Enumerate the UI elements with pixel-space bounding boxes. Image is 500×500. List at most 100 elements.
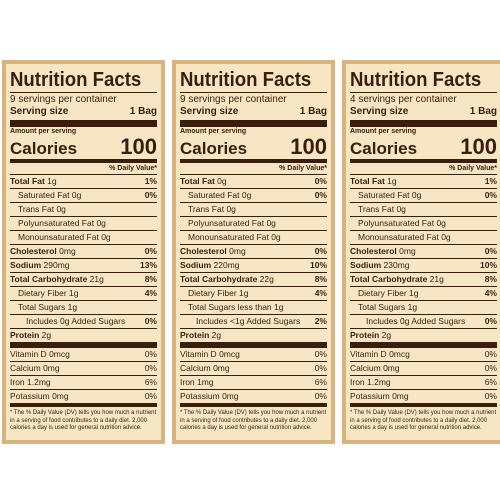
nutrient-row: Trans Fat 0g: [10, 203, 157, 217]
nutrient: Includes 0g Added Sugars: [10, 315, 125, 328]
nutrient-name: Total Sugars: [358, 302, 406, 312]
nutrient-name: Iron: [10, 377, 25, 387]
servings: 4 servings per container: [350, 92, 497, 106]
nutrient: Potassium 0mg: [350, 390, 409, 403]
daily-value: 0%: [484, 190, 497, 200]
calories-label: Calories: [350, 139, 418, 158]
label-title: Nutrition Facts: [350, 69, 482, 91]
nutrient: Total Fat 1g: [10, 175, 57, 188]
nutrient-amount: 1mg: [197, 377, 214, 387]
footnote: * The % Daily Value (DV) tells you how m…: [180, 410, 327, 431]
nutrient: Cholesterol 0mg: [180, 245, 246, 258]
nutrient-amount: 290mg: [43, 260, 70, 270]
nutrient: Saturated Fat 0g: [10, 189, 81, 202]
nutrient-row: Calcium 0mg 0%: [350, 362, 497, 376]
dv-header: % Daily Value*: [10, 163, 157, 175]
nutrient-name: Cholesterol: [180, 246, 227, 256]
nutrient: Sodium 290mg: [10, 259, 70, 272]
nutrient-row: Sodium 290mg 13%: [10, 259, 157, 273]
daily-value: 0%: [144, 316, 157, 326]
daily-value: 4%: [484, 288, 497, 298]
label-title: Nutrition Facts: [180, 69, 312, 91]
daily-value: 8%: [484, 274, 497, 284]
nutrient-amount: 0g: [101, 232, 111, 242]
nutrient-name: Vitamin D: [350, 349, 387, 359]
nutrient: Saturated Fat 0g: [350, 189, 421, 202]
daily-value: 0%: [314, 363, 327, 373]
nutrient: Protein 2g: [180, 329, 221, 342]
serving-size: Serving size 1 Bag: [350, 106, 497, 127]
nutrient: Iron 1.2mg: [10, 376, 51, 389]
dv-header: % Daily Value*: [350, 163, 497, 175]
nutrient-row: Dietary Fiber 1g 4%: [180, 287, 327, 301]
nutrient-amount: 0mg: [59, 246, 76, 256]
nutrient-row: Polyunsaturated Fat 0g: [180, 217, 327, 231]
nutrient-amount: 0g: [396, 204, 406, 214]
nutrient-row: Protein 2g: [180, 329, 327, 348]
nutrient-name: Protein: [10, 330, 40, 340]
daily-value: 4%: [144, 288, 157, 298]
nutrient-row: Total Carbohydrate 21g 8%: [10, 273, 157, 287]
nutrient-amount: 0g: [96, 218, 106, 228]
daily-value: 0%: [484, 391, 497, 401]
calories-value: 100: [120, 134, 157, 159]
nutrient-name: Total Carbohydrate: [350, 274, 428, 284]
nutrient-row: Total Sugars 1g: [10, 301, 157, 315]
nutrient-name: Sodium: [180, 260, 212, 270]
serving-size-value: 1 Bag: [129, 106, 157, 117]
nutrient: Trans Fat 0g: [180, 203, 236, 216]
nutrient-row: Trans Fat 0g: [350, 203, 497, 217]
daily-value: 0%: [314, 176, 327, 186]
nutrient-amount: 1g: [69, 288, 79, 298]
nutrient-row: Vitamin D 0mcg 0%: [10, 348, 157, 362]
amount-per-serving: Amount per serving: [180, 128, 247, 135]
nutrient-row: Dietary Fiber 1g 4%: [10, 287, 157, 301]
serving-size-label: Serving size: [350, 106, 409, 117]
nutrient-amount: 0mcg: [49, 349, 70, 359]
nutrient: Protein 2g: [350, 329, 391, 342]
serving-size-value: 1 Bag: [299, 106, 327, 117]
nutrient: Includes 0g Added Sugars: [350, 315, 465, 328]
nutrient-amount: 0g: [436, 218, 446, 228]
nutrient-row: Polyunsaturated Fat 0g: [350, 217, 497, 231]
nutrient-row: Total Carbohydrate 21g 8%: [350, 273, 497, 287]
nutrient-row: Potassium 0mg 0%: [10, 390, 157, 407]
serving-size: Serving size 1 Bag: [180, 106, 327, 127]
nutrient-row: Total Carbohydrate 22g 8%: [180, 273, 327, 287]
nutrient: Potassium 0mg: [10, 390, 69, 403]
nutrition-label: Nutrition Facts 9 servings per container S…: [172, 60, 335, 444]
nutrient-amount: 0mg: [399, 246, 416, 256]
nutrient-amount: 2g: [41, 330, 52, 340]
calories-label: Calories: [10, 139, 78, 158]
nutrient-name: Polyunsaturated Fat: [18, 218, 95, 228]
nutrient-amount: 1.2mg: [27, 377, 51, 387]
nutrient-row: Cholesterol 0mg 0%: [350, 245, 497, 259]
daily-value: 0%: [144, 190, 157, 200]
footnote: * The % Daily Value (DV) tells you how m…: [350, 410, 497, 431]
nutrient-name: Total Fat: [350, 176, 385, 186]
daily-value: 10%: [309, 260, 327, 270]
nutrient-name: Iron: [180, 377, 195, 387]
nutrient-name: Cholesterol: [350, 246, 397, 256]
daily-value: 6%: [144, 377, 157, 387]
daily-value: 8%: [144, 274, 157, 284]
nutrient-amount: 0g: [271, 232, 281, 242]
servings: 9 servings per container: [10, 92, 157, 106]
nutrient-name: Iron: [350, 377, 365, 387]
nutrient-amount: 1g: [47, 176, 57, 186]
daily-value: 4%: [314, 288, 327, 298]
daily-value: 10%: [479, 260, 497, 270]
nutrient-name: Saturated Fat: [358, 190, 410, 200]
nutrient-amount: 1g: [67, 302, 78, 312]
nutrient-amount: 0g: [266, 218, 276, 228]
nutrient-amount: 2g: [381, 330, 392, 340]
nutrient-row: Total Sugars less than 1g: [180, 301, 327, 315]
nutrient-row: Vitamin D 0mcg 0%: [180, 348, 327, 362]
nutrient-amount: 1g: [239, 288, 249, 298]
daily-value: 0%: [314, 246, 327, 256]
nutrient-row: Saturated Fat 0g 0%: [10, 189, 157, 203]
nutrient: Total Carbohydrate 21g: [350, 273, 444, 286]
nutrient-amount: 0mcg: [389, 349, 410, 359]
dv-header: % Daily Value*: [180, 163, 327, 175]
nutrient-amount: 0mcg: [219, 349, 240, 359]
